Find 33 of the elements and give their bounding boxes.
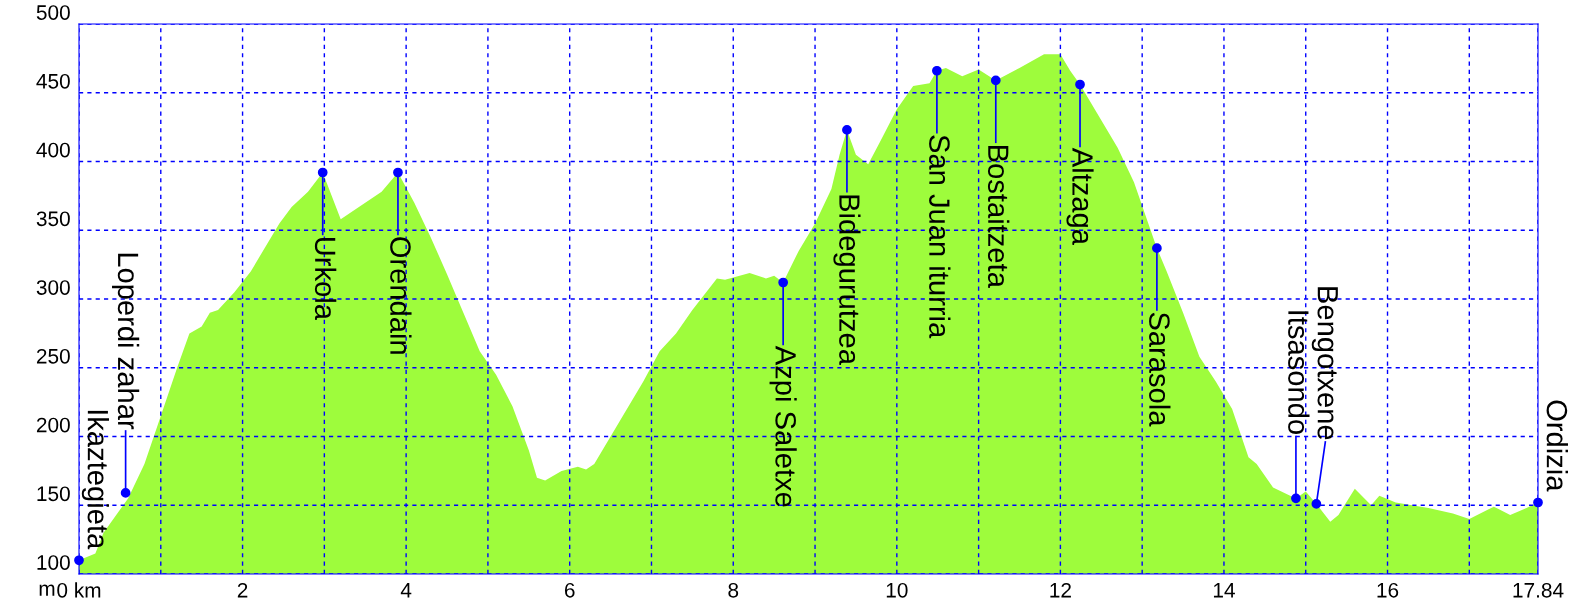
x-tick-label: 8	[728, 582, 739, 598]
annotation: Orendain	[390, 237, 412, 354]
annotation: Bostaitzeta	[987, 146, 1010, 288]
y-tick-label: 200	[36, 417, 70, 433]
annotation: Bengotxene	[1311, 287, 1338, 440]
x-tick-label: 17.84	[1513, 582, 1564, 598]
annotation: Ikaztegieta	[81, 410, 109, 550]
y-tick-label: 100	[37, 555, 70, 570]
annotation: Itsasondo	[1288, 311, 1310, 434]
x-tick-label: 10	[886, 582, 908, 598]
annotation: Loperdi zahar	[112, 253, 140, 430]
annotation: Azpi Saletxe	[769, 345, 797, 507]
annotation: San Juan iturria	[929, 135, 951, 339]
x-tick-label: 4	[400, 583, 412, 598]
y-tick-label: 300	[36, 280, 70, 295]
y-axis-title: m	[39, 584, 55, 596]
annotation: Ordizia	[1546, 400, 1568, 492]
y-tick-label: 350	[36, 211, 70, 227]
annotation: Urkola	[314, 238, 337, 321]
x-tick-label: 14	[1213, 583, 1235, 598]
y-tick-label: 150	[37, 486, 70, 502]
x-tick-label: 16	[1377, 582, 1399, 598]
annotation: Sarasola	[1149, 312, 1171, 427]
x-tick-label: 12	[1050, 582, 1071, 598]
annotation: Altzaga	[1066, 147, 1094, 246]
y-tick-label: 250	[36, 348, 70, 364]
x-tick-label: 0 km	[57, 582, 101, 598]
annotation: Bidegurutzea	[833, 195, 861, 365]
y-tick-label: 400	[36, 142, 70, 158]
x-tick-label: 6	[564, 582, 575, 598]
y-tick-label: 450	[36, 73, 70, 89]
y-tick-label: 500	[36, 5, 70, 20]
x-tick-label: 2	[237, 582, 248, 598]
